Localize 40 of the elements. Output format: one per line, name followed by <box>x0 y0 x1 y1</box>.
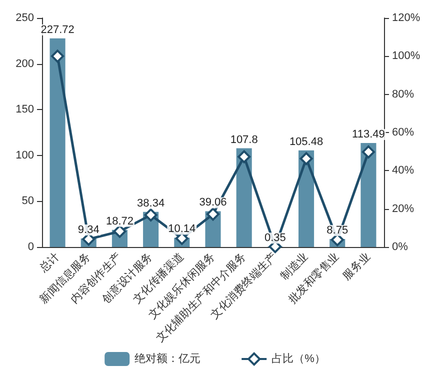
x-tick-label: 服务业 <box>340 250 373 283</box>
data-label: 0.35 <box>264 232 286 244</box>
data-label: 105.48 <box>289 136 324 148</box>
data-label: 8.75 <box>326 224 348 236</box>
point <box>82 232 96 246</box>
data-label: 18.72 <box>106 215 134 228</box>
y-tick-label: 200 <box>16 58 34 70</box>
y-tick-label: 250 <box>16 12 34 24</box>
data-label: 9.34 <box>78 224 100 236</box>
y2-tick-label: 20% <box>392 202 414 215</box>
legend-label: 绝对额：亿元 <box>134 352 201 365</box>
data-label: 107.8 <box>230 134 258 146</box>
y-tick-label: 100 <box>16 149 34 162</box>
y2-tick-label: 120% <box>392 12 420 24</box>
y-tick-label: 50 <box>22 195 34 208</box>
data-label: 10.14 <box>168 223 196 236</box>
y-tick-label: 0 <box>28 241 34 253</box>
y2-tick-label: 100% <box>392 50 420 62</box>
point <box>300 152 313 166</box>
point <box>144 208 158 222</box>
y2-tick-label: 40% <box>392 164 414 177</box>
x-tick-label: 总计 <box>36 250 62 276</box>
point <box>113 224 126 238</box>
bar <box>50 38 66 247</box>
y2-tick-label: 0% <box>392 241 408 253</box>
legend-label: 占比（%） <box>272 352 326 365</box>
y2-tick-label: 60% <box>392 126 414 138</box>
point <box>51 50 64 63</box>
point <box>206 208 220 221</box>
bar <box>360 143 376 247</box>
point <box>238 150 251 164</box>
y2-tick-label: 80% <box>392 88 414 100</box>
data-label: 39.06 <box>199 196 227 209</box>
point <box>330 233 344 246</box>
y-tick-label: 150 <box>16 104 34 116</box>
data-label: 227.72 <box>40 24 74 36</box>
point <box>362 145 375 158</box>
data-label: 113.49 <box>352 128 385 141</box>
point <box>175 232 188 245</box>
data-label: 38.34 <box>137 197 165 210</box>
